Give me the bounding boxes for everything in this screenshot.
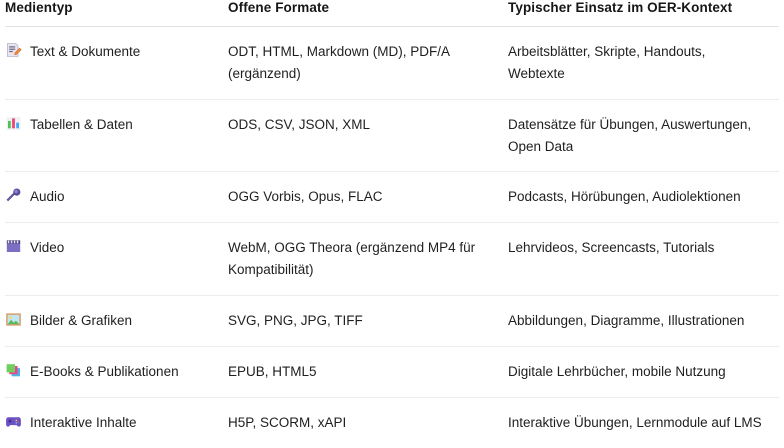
cell-medientyp: Bilder & Grafiken — [5, 295, 228, 347]
media-type-label: Video — [30, 240, 65, 256]
media-format-table: Medientyp Offene Formate Typischer Einsa… — [5, 0, 779, 448]
books-icon — [5, 362, 22, 379]
clapper-board-icon — [5, 238, 22, 255]
media-type-label: Audio — [30, 189, 65, 205]
cell-medientyp: Tabellen & Daten — [5, 99, 228, 173]
table-row: Bilder & Grafiken SVG, PNG, JPG, TIFF Ab… — [5, 295, 779, 347]
table-row: Tabellen & Daten ODS, CSV, JSON, XML Dat… — [5, 99, 779, 173]
cell-typischer-einsatz: Arbeitsblätter, Skripte, Handouts, Webte… — [508, 26, 779, 100]
media-type-label: Bilder & Grafiken — [30, 313, 133, 329]
framed-picture-icon — [5, 311, 22, 328]
cell-typischer-einsatz: Podcasts, Hörübungen, Audiolektionen — [508, 171, 779, 224]
cell-medientyp: E-Books & Publikationen — [5, 346, 228, 398]
table-row: Audio OGG Vorbis, Opus, FLAC Podcasts, H… — [5, 171, 779, 224]
media-type-label: Text & Dokumente — [30, 44, 141, 59]
cell-offene-formate: SVG, PNG, JPG, TIFF — [228, 295, 508, 347]
table-body: Text & Dokumente ODT, HTML, Markdown (MD… — [5, 26, 779, 448]
cell-offene-formate: OGG Vorbis, Opus, FLAC — [228, 171, 508, 224]
cell-offene-formate: WebM, OGG Theora (ergänzend MP4 für Komp… — [228, 222, 508, 297]
table-header: Medientyp Offene Formate Typischer Einsa… — [5, 0, 779, 27]
cell-offene-formate: EPUB, HTML5 — [228, 346, 508, 398]
column-header-typischer-einsatz: Typischer Einsatz im OER-Kontext — [508, 0, 779, 27]
column-header-medientyp: Medientyp — [5, 0, 228, 27]
game-controller-icon — [5, 413, 22, 430]
cell-typischer-einsatz: Interaktive Übungen, Lernmodule auf LMS — [508, 414, 762, 430]
cell-medientyp: Audio — [5, 171, 228, 224]
cell-typischer-einsatz: Abbildungen, Diagramme, Illustrationen — [508, 295, 779, 347]
bar-chart-icon — [5, 115, 22, 132]
microphone-icon — [5, 187, 22, 204]
column-header-offene-formate: Offene Formate — [228, 0, 508, 27]
cell-offene-formate: ODT, HTML, Markdown (MD), PDF/A (ergänze… — [228, 26, 508, 100]
cell-medientyp: Interaktive Inhalte — [5, 397, 228, 447]
table-row: Text & Dokumente ODT, HTML, Markdown (MD… — [5, 26, 779, 100]
media-type-label: Tabellen & Daten — [30, 116, 133, 132]
cell-offene-formate: ODS, CSV, JSON, XML — [228, 99, 508, 173]
memo-icon — [5, 42, 22, 59]
cell-offene-formate: H5P, SCORM, xAPI — [228, 414, 347, 430]
cell-medientyp: Video — [5, 222, 228, 297]
media-type-label: E-Books & Publikationen — [30, 363, 179, 379]
cell-medientyp: Text & Dokumente — [5, 26, 228, 100]
header-row: Medientyp Offene Formate Typischer Einsa… — [5, 0, 779, 27]
table-row: Video WebM, OGG Theora (ergänzend MP4 fü… — [5, 222, 779, 297]
cell-typischer-einsatz: Digitale Lehrbücher, mobile Nutzung — [508, 346, 779, 398]
cell-typischer-einsatz: Datensätze für Übungen, Auswertungen, Op… — [508, 99, 779, 173]
media-type-label: Interaktive Inhalte — [30, 414, 137, 430]
cell-typischer-einsatz: Lehrvideos, Screencasts, Tutorials — [508, 222, 779, 297]
table-row: Interaktive Inhalte H5P, SCORM, xAPI Int… — [5, 397, 779, 447]
table-row: E-Books & Publikationen EPUB, HTML5 Digi… — [5, 346, 779, 398]
